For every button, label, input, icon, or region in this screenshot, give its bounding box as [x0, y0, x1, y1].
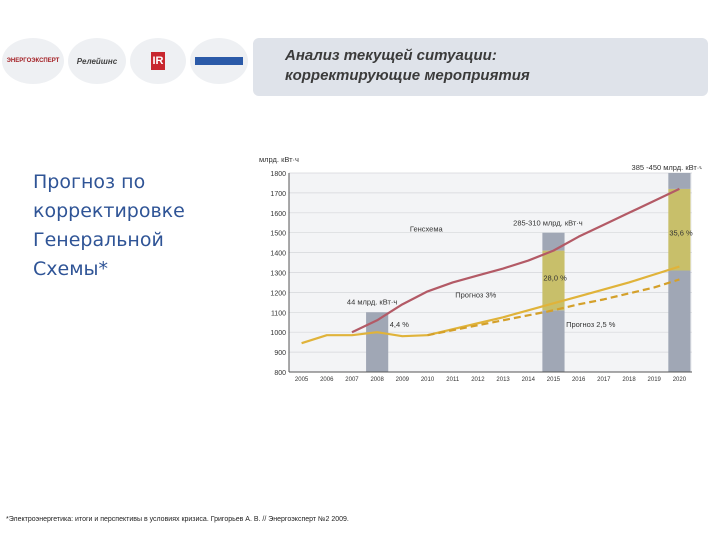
x-tick-label: 2014 [522, 377, 536, 383]
x-tick-label: 2012 [471, 377, 485, 383]
x-tick-label: 2018 [622, 377, 636, 383]
bar-segment [668, 270, 691, 372]
annotation-label: Прогноз 2,5 % [566, 320, 616, 329]
energoexpert-logo-text: ЭНЕРГОЭКСПЕРТ [6, 58, 60, 64]
x-tick-label: 2019 [648, 377, 662, 383]
y-tick-label: 1700 [270, 191, 286, 198]
energoexpert-logo: ЭНЕРГОЭКСПЕРТ [2, 38, 64, 84]
x-tick-label: 2017 [597, 377, 611, 383]
x-tick-label: 2010 [421, 377, 435, 383]
slide-subtitle: Прогноз по корректировке Генеральной Схе… [33, 168, 213, 284]
bar-segment [542, 250, 565, 311]
x-tick-label: 2005 [295, 377, 309, 383]
series-line-2 [427, 265, 680, 337]
ir-logo-mark: IR [151, 52, 165, 70]
annotation-label: 44 млрд. кВт·ч [347, 297, 397, 306]
y-tick-label: 1800 [270, 171, 286, 178]
x-tick-label: 2013 [496, 377, 510, 383]
x-tick-label: 2006 [320, 377, 334, 383]
relejshn-logo-text: Релейшнс [76, 56, 118, 66]
x-tick-label: 2007 [345, 377, 359, 383]
x-tick-label: 2020 [673, 377, 687, 383]
y-tick-label: 800 [274, 370, 286, 377]
y-tick-label: 1600 [270, 211, 286, 218]
annotation-label: 385 -450 млрд. кВт·ч [632, 163, 702, 172]
y-tick-label: 1100 [271, 310, 286, 317]
y-tick-label: 1000 [270, 330, 286, 337]
annotation-label: 4,4 % [390, 320, 410, 329]
slide-subtitle-line4: Схемы* [33, 258, 109, 280]
blue-badge-logo [190, 38, 248, 84]
bar-segment [542, 232, 565, 251]
x-tick-label: 2011 [446, 377, 460, 383]
x-tick-label: 2009 [396, 377, 410, 383]
y-tick-label: 1500 [270, 231, 286, 238]
series-line-0 [351, 187, 680, 334]
bar-segment [366, 312, 389, 372]
x-tick-label: 2008 [370, 377, 384, 383]
page-title-line1: Анализ текущей ситуации: [285, 47, 497, 64]
x-tick-label: 2015 [547, 377, 561, 383]
slide-subtitle-line1: Прогноз по [33, 171, 146, 193]
x-tick-label: 2016 [572, 377, 586, 383]
annotation-label: Прогноз 3% [455, 290, 496, 299]
series-line-3 [427, 278, 680, 337]
annotation-label: 28,0 % [543, 273, 567, 282]
footnote: *Электроэнергетика: итоги и перспективы … [6, 516, 349, 523]
header-banner: Анализ текущей ситуации: корректирующие … [253, 38, 708, 96]
blue-badge-mark [195, 57, 243, 65]
bar-segment [668, 188, 691, 271]
annotation-label: 285-310 млрд. кВт·ч [513, 219, 583, 228]
bar-segment [668, 173, 691, 189]
page-title: Анализ текущей ситуации: корректирующие … [285, 46, 705, 86]
series-line-1 [301, 331, 428, 345]
y-tick-label: 900 [274, 350, 286, 357]
ir-logo: IR [130, 38, 186, 84]
y-axis-label: млрд. кВт·ч [259, 155, 299, 164]
forecast-chart: 800 900 1000 1100 1200 1300 1400 1500 1600 1700 18… [259, 155, 702, 383]
slide-subtitle-line2: корректировке [33, 200, 185, 222]
annotation-label: 35,6 % [669, 229, 693, 238]
logo-strip: ЭНЕРГОЭКСПЕРТ Релейшнс IR [0, 38, 250, 88]
slide-subtitle-line3: Генеральной [33, 229, 164, 251]
bar-segment [542, 310, 565, 372]
annotation-label: Генсхема [410, 225, 444, 234]
y-tick-label: 1400 [270, 251, 286, 258]
relejshn-logo: Релейшнс [68, 38, 126, 84]
y-tick-label: 1200 [270, 290, 286, 297]
y-tick-label: 1300 [270, 271, 286, 278]
page-title-line2: корректирующие мероприятия [285, 67, 530, 84]
